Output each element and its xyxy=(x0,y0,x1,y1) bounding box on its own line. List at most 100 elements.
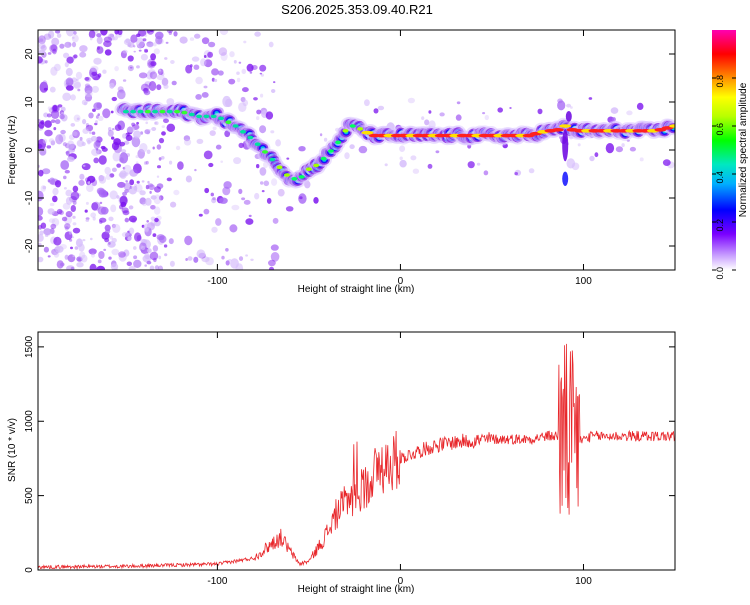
noise-blob xyxy=(59,43,65,49)
noise-blob xyxy=(228,78,236,85)
noise-blob xyxy=(166,30,174,34)
noise-blob xyxy=(121,231,130,238)
noise-blob xyxy=(135,184,143,193)
noise-blob xyxy=(56,33,62,38)
noise-blob xyxy=(77,88,81,92)
noise-blob xyxy=(100,145,106,150)
noise-blob xyxy=(74,246,79,250)
noise-blob xyxy=(136,180,140,184)
noise-blob xyxy=(144,227,149,233)
noise-blob xyxy=(73,31,77,35)
noise-blob xyxy=(91,202,99,211)
noise-blob xyxy=(163,84,169,89)
noise-blob xyxy=(40,120,45,125)
ridge-core xyxy=(298,175,305,179)
noise-blob xyxy=(109,82,115,89)
noise-blob xyxy=(86,183,94,193)
noise-blob xyxy=(158,157,162,161)
noise-blob xyxy=(412,168,420,174)
noise-blob xyxy=(594,152,599,158)
noise-blob xyxy=(210,192,214,197)
noise-blob xyxy=(246,63,254,72)
noise-blob xyxy=(151,127,157,131)
noise-blob xyxy=(133,259,142,268)
noise-blob xyxy=(98,251,105,259)
noise-blob xyxy=(566,158,576,169)
noise-blob xyxy=(120,50,127,59)
noise-blob xyxy=(169,160,173,165)
noise-blob xyxy=(68,230,72,235)
y-tick-label: 20 xyxy=(24,48,35,60)
noise-blob xyxy=(615,146,624,153)
ridge-core xyxy=(152,109,159,114)
noise-blob xyxy=(64,226,69,231)
noise-blob xyxy=(59,114,65,120)
noise-blob xyxy=(147,248,152,253)
noise-blob xyxy=(84,209,88,213)
noise-blob xyxy=(90,65,99,72)
snr-series-line xyxy=(38,343,675,570)
noise-blob xyxy=(204,187,210,194)
noise-blob xyxy=(273,81,276,84)
noise-blob xyxy=(164,57,168,60)
noise-blob xyxy=(154,217,159,223)
noise-blob xyxy=(141,180,145,183)
noise-blob xyxy=(104,49,112,56)
noise-blob xyxy=(215,218,222,226)
noise-blob xyxy=(105,229,111,234)
noise-blob xyxy=(323,137,328,142)
noise-blob xyxy=(116,195,120,199)
noise-blob xyxy=(62,142,67,147)
noise-blob xyxy=(136,65,140,69)
noise-blob xyxy=(38,119,41,123)
noise-blob xyxy=(157,68,164,76)
noise-blob xyxy=(439,112,445,117)
noise-blob xyxy=(175,145,181,151)
noise-blob xyxy=(52,187,59,196)
noise-blob xyxy=(263,180,270,187)
noise-blob xyxy=(100,30,108,36)
noise-blob xyxy=(43,228,52,236)
noise-blob xyxy=(84,85,93,95)
noise-blob xyxy=(113,267,118,270)
noise-blob xyxy=(170,60,175,64)
snr-frame xyxy=(37,331,676,571)
ridge-core xyxy=(551,128,564,132)
ridge-core xyxy=(361,130,374,135)
noise-blob xyxy=(65,211,73,218)
noise-blob xyxy=(53,236,62,246)
noise-blob xyxy=(144,48,148,53)
noise-blob xyxy=(482,112,486,115)
noise-blob xyxy=(71,34,79,43)
noise-blob xyxy=(65,77,74,86)
noise-blob xyxy=(211,68,219,76)
noise-blob xyxy=(122,49,128,54)
noise-blob xyxy=(158,265,163,270)
noise-blob xyxy=(38,215,43,221)
noise-blob xyxy=(70,94,76,101)
noise-blob xyxy=(185,64,193,74)
noise-blob xyxy=(145,160,149,165)
noise-blob xyxy=(268,259,276,267)
noise-blob xyxy=(139,143,148,153)
noise-blob xyxy=(185,258,188,261)
ridge-core xyxy=(196,114,203,119)
noise-blob xyxy=(407,97,415,104)
noise-blob xyxy=(53,127,57,131)
noise-blob xyxy=(639,157,644,162)
noise-blob xyxy=(75,78,79,81)
noise-blob xyxy=(259,72,263,75)
noise-blob xyxy=(238,188,243,195)
noise-blob xyxy=(72,36,75,39)
noise-blob xyxy=(56,208,63,215)
spectrogram-xlabel: Height of straight line (km) xyxy=(298,284,415,295)
noise-blob xyxy=(203,55,207,58)
noise-blob xyxy=(123,39,132,46)
noise-blob xyxy=(39,38,44,42)
noise-blob xyxy=(128,186,137,195)
noise-blob xyxy=(194,168,197,172)
noise-blob xyxy=(120,149,127,153)
noise-blob xyxy=(476,162,481,166)
noise-blob xyxy=(72,222,77,226)
noise-blob xyxy=(50,140,56,146)
